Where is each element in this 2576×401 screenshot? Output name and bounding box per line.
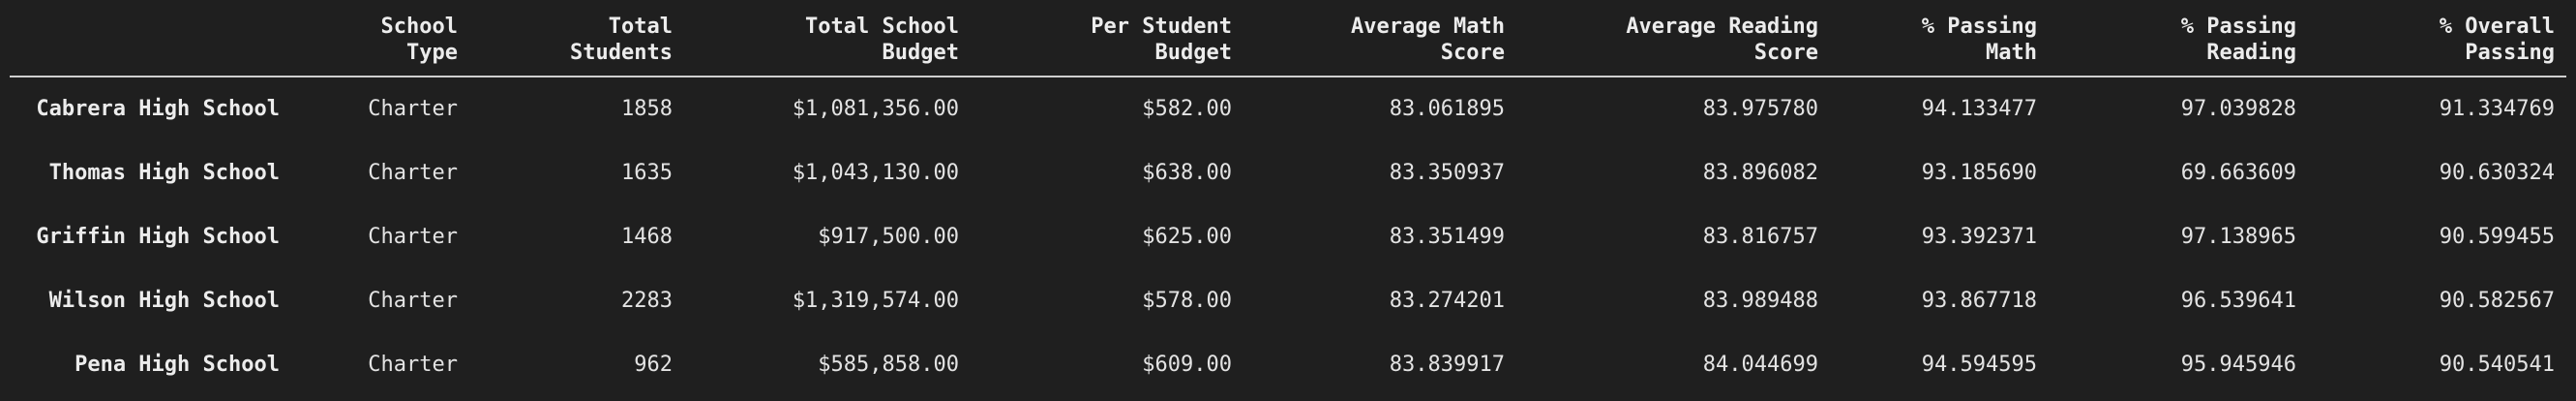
cell-passing-reading: 97.138965 xyxy=(2180,224,2296,249)
table-row: Cabrera High School Charter 1858 $1,081,… xyxy=(10,77,2566,140)
cell-average-reading-score: 83.989488 xyxy=(1702,288,1818,313)
cell-total-students: 962 xyxy=(634,352,673,377)
cell-total-students: 1858 xyxy=(621,97,673,121)
column-header-passing-reading: % Passing Reading xyxy=(2180,15,2296,65)
header-row: School Type Total Students Total School Bud… xyxy=(10,14,2566,77)
cell-school-type: Charter xyxy=(368,288,458,313)
cell-passing-reading: 95.945946 xyxy=(2180,352,2296,377)
table-row: Pena High School Charter 962 $585,858.00… xyxy=(10,332,2566,396)
row-index-school-name: Pena High School xyxy=(75,352,280,377)
index-header xyxy=(10,14,291,77)
cell-passing-reading: 97.039828 xyxy=(2180,97,2296,121)
cell-per-student-budget: $582.00 xyxy=(1142,97,1232,121)
cell-average-math-score: 83.351499 xyxy=(1389,224,1505,249)
cell-overall-passing: 90.599455 xyxy=(2439,224,2555,249)
cell-average-math-score: 83.061895 xyxy=(1389,97,1505,121)
cell-average-math-score: 83.350937 xyxy=(1389,160,1505,185)
cell-passing-math: 94.133477 xyxy=(1921,97,2037,121)
cell-total-school-budget: $1,319,574.00 xyxy=(792,288,959,313)
cell-total-students: 2283 xyxy=(621,288,673,313)
cell-passing-math: 93.867718 xyxy=(1921,288,2037,313)
cell-per-student-budget: $638.00 xyxy=(1142,160,1232,185)
row-index-school-name: Wilson High School xyxy=(48,288,280,313)
cell-average-math-score: 83.274201 xyxy=(1389,288,1505,313)
cell-overall-passing: 91.334769 xyxy=(2439,97,2555,121)
cell-total-students: 1635 xyxy=(621,160,673,185)
cell-average-math-score: 83.839917 xyxy=(1389,352,1505,377)
table-body: Cabrera High School Charter 1858 $1,081,… xyxy=(10,77,2566,396)
cell-total-school-budget: $1,081,356.00 xyxy=(792,97,959,121)
row-index-school-name: Thomas High School xyxy=(48,160,280,185)
column-header-per-student-budget: Per Student Budget xyxy=(1091,15,1232,65)
cell-school-type: Charter xyxy=(368,224,458,249)
column-header-school-type: School Type xyxy=(380,15,458,65)
cell-school-type: Charter xyxy=(368,160,458,185)
cell-total-school-budget: $917,500.00 xyxy=(818,224,959,249)
cell-school-type: Charter xyxy=(368,97,458,121)
column-header-average-reading-score: Average Reading Score xyxy=(1626,15,1818,65)
column-header-total-school-budget: Total School Budget xyxy=(805,15,959,65)
cell-total-students: 1468 xyxy=(621,224,673,249)
table-row: Griffin High School Charter 1468 $917,50… xyxy=(10,204,2566,268)
cell-total-school-budget: $1,043,130.00 xyxy=(792,160,959,185)
cell-passing-math: 94.594595 xyxy=(1921,352,2037,377)
cell-passing-math: 93.392371 xyxy=(1921,224,2037,249)
column-header-total-students: Total Students xyxy=(570,15,673,65)
cell-average-reading-score: 83.816757 xyxy=(1702,224,1818,249)
column-header-passing-math: % Passing Math xyxy=(1921,15,2037,65)
cell-passing-reading: 96.539641 xyxy=(2180,288,2296,313)
column-header-overall-passing: % Overall Passing xyxy=(2439,15,2555,65)
row-index-school-name: Cabrera High School xyxy=(36,97,280,121)
table-row: Wilson High School Charter 2283 $1,319,5… xyxy=(10,268,2566,332)
cell-average-reading-score: 83.975780 xyxy=(1702,97,1818,121)
cell-per-student-budget: $578.00 xyxy=(1142,288,1232,313)
cell-school-type: Charter xyxy=(368,352,458,377)
cell-per-student-budget: $625.00 xyxy=(1142,224,1232,249)
cell-average-reading-score: 83.896082 xyxy=(1702,160,1818,185)
dataframe-table: School Type Total Students Total School Bud… xyxy=(10,14,2566,396)
cell-per-student-budget: $609.00 xyxy=(1142,352,1232,377)
table-header: School Type Total Students Total School Bud… xyxy=(10,14,2566,77)
table-row: Thomas High School Charter 1635 $1,043,1… xyxy=(10,140,2566,204)
column-header-average-math-score: Average Math Score xyxy=(1351,15,1505,65)
cell-overall-passing: 90.582567 xyxy=(2439,288,2555,313)
cell-overall-passing: 90.630324 xyxy=(2439,160,2555,185)
cell-total-school-budget: $585,858.00 xyxy=(818,352,959,377)
cell-average-reading-score: 84.044699 xyxy=(1702,352,1818,377)
row-index-school-name: Griffin High School xyxy=(36,224,280,249)
cell-passing-math: 93.185690 xyxy=(1921,160,2037,185)
cell-overall-passing: 90.540541 xyxy=(2439,352,2555,377)
cell-passing-reading: 69.663609 xyxy=(2180,160,2296,185)
